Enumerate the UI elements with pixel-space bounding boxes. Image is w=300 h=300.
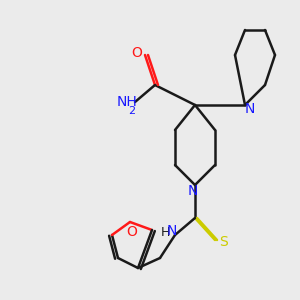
Text: N: N bbox=[245, 102, 255, 116]
Text: N: N bbox=[188, 184, 198, 198]
Text: NH: NH bbox=[117, 95, 137, 109]
Text: S: S bbox=[219, 235, 227, 249]
Text: 2: 2 bbox=[128, 106, 136, 116]
Text: H: H bbox=[160, 226, 170, 239]
Text: N: N bbox=[167, 224, 177, 238]
Text: O: O bbox=[132, 46, 142, 60]
Text: O: O bbox=[127, 225, 137, 239]
